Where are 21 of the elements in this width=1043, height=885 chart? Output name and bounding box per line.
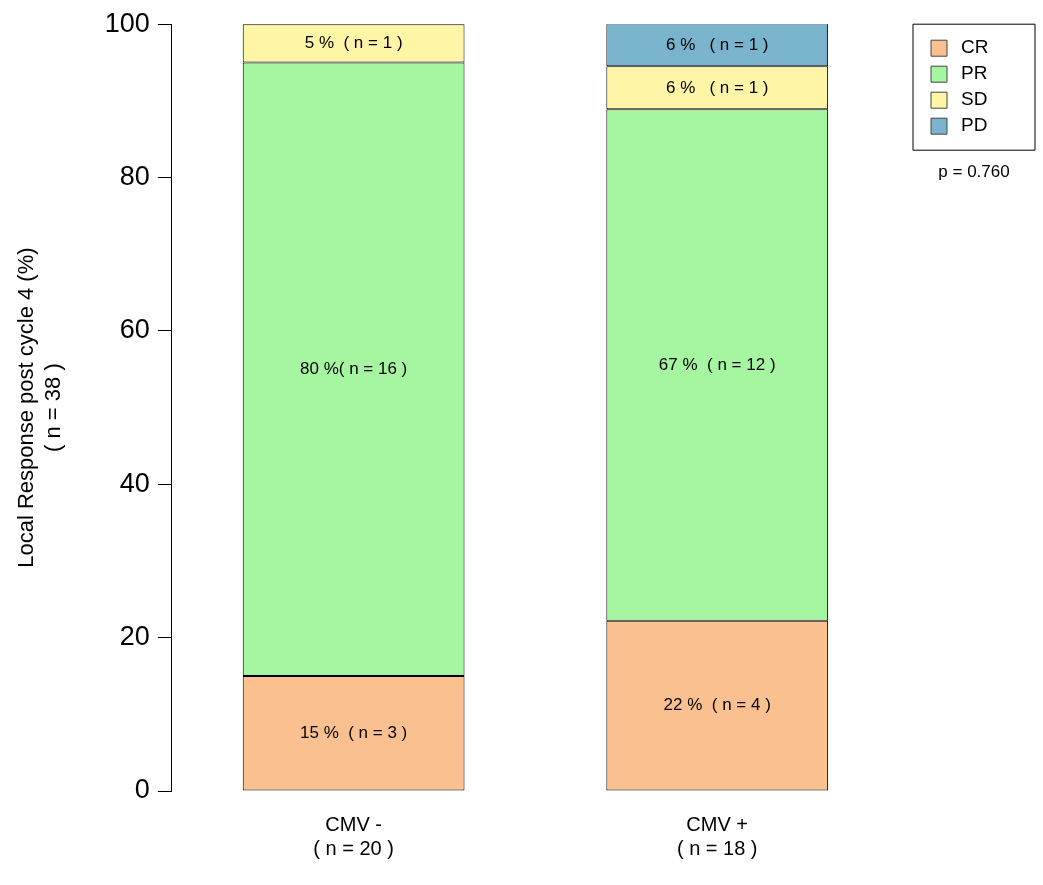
y-axis-title: Local Response post cycle 4 (%) ( n = 38 ) — [13, 247, 65, 568]
y-tick-label: 20 — [119, 621, 150, 652]
y-tick-label: 80 — [119, 161, 150, 192]
data-label: 15 % ( n = 3 ) — [300, 722, 408, 742]
y-tick-label: 60 — [119, 314, 150, 345]
y-tick-label: 0 — [134, 774, 150, 805]
data-label: 5 % ( n = 1 ) — [304, 33, 403, 53]
x-tick-label: CMV - ( n = 20 ) — [313, 812, 394, 859]
y-tick-label: 40 — [119, 467, 150, 498]
legend-label: SD — [961, 88, 988, 110]
x-tick-label: CMV + ( n = 18 ) — [676, 812, 758, 859]
y-tick-label: 100 — [104, 7, 150, 38]
legend-label: CR — [961, 36, 989, 58]
data-label: 80 %( n = 16 ) — [300, 358, 408, 378]
data-label: 67 % ( n = 12 ) — [658, 354, 776, 374]
legend-label: PR — [961, 62, 988, 84]
data-label: 22 % ( n = 4 ) — [663, 695, 771, 715]
data-label: 6 % ( n = 1 ) — [665, 77, 769, 97]
data-label: 6 % ( n = 1 ) — [665, 34, 769, 54]
text: p = 0.760 — [938, 162, 1010, 182]
legend-label: PD — [961, 114, 988, 136]
